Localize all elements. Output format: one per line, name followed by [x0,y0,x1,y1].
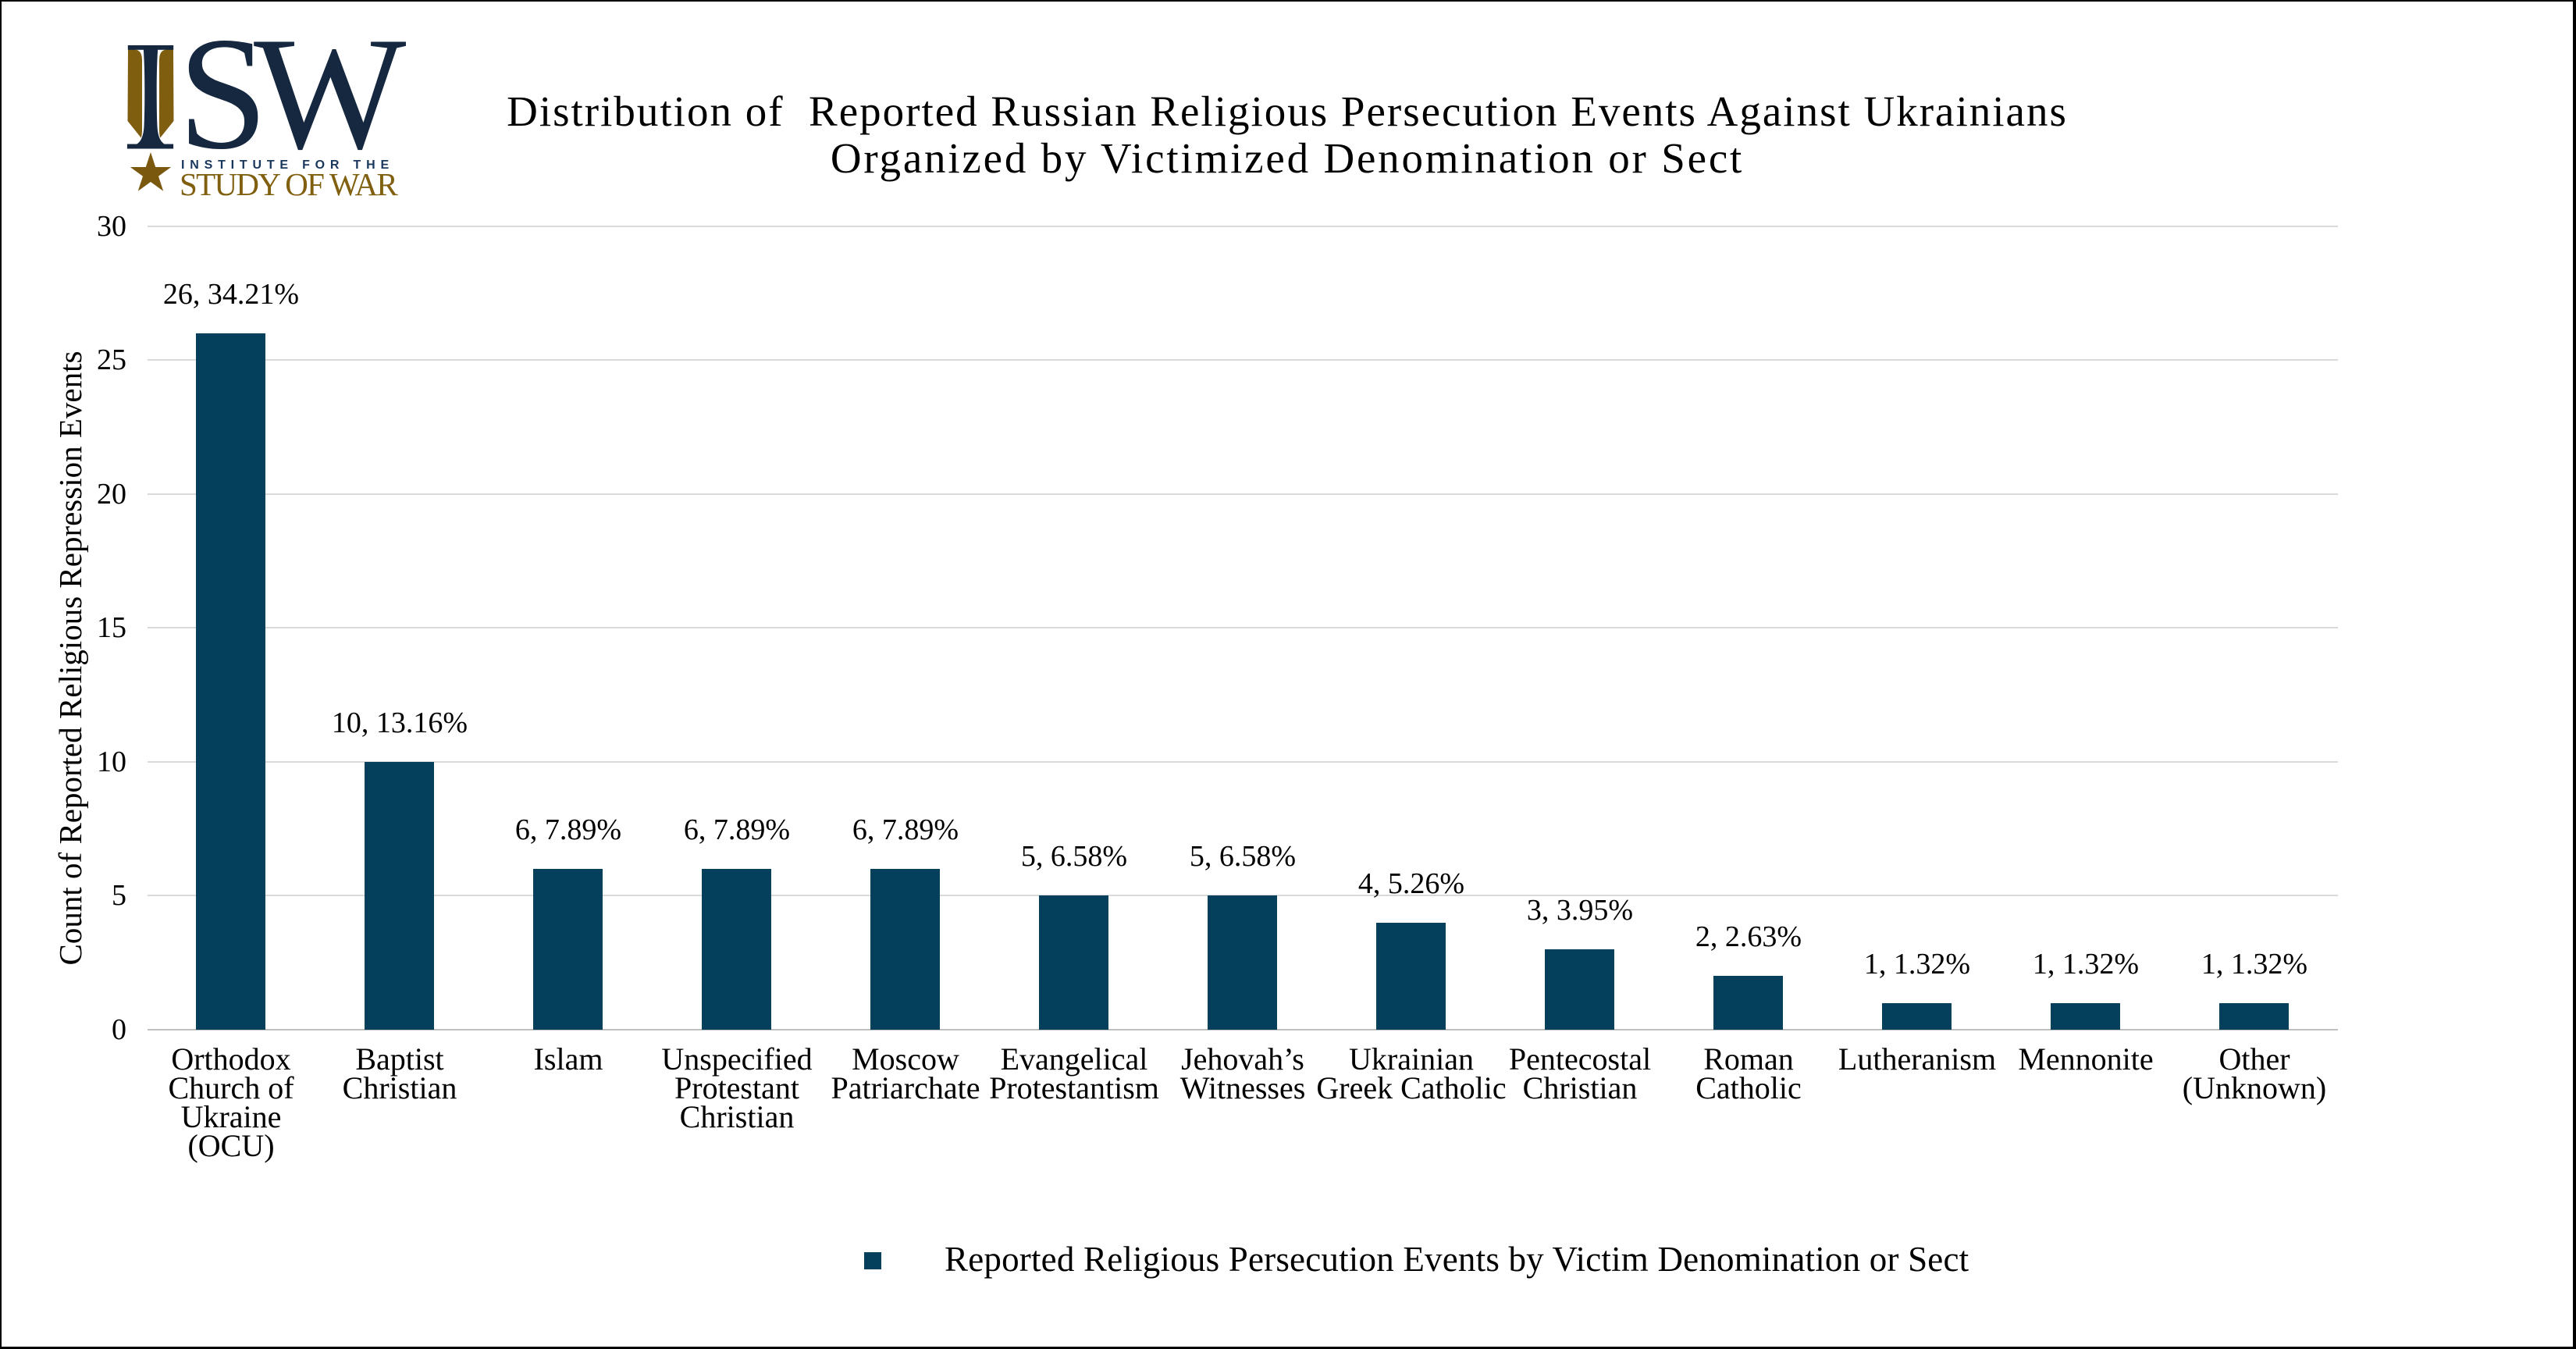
svg-text:W: W [254,4,406,183]
svg-text:S: S [178,4,268,183]
svg-text:INSTITUTE FOR THE: INSTITUTE FOR THE [181,158,394,172]
svg-text:STUDY OF WAR: STUDY OF WAR [180,166,398,202]
